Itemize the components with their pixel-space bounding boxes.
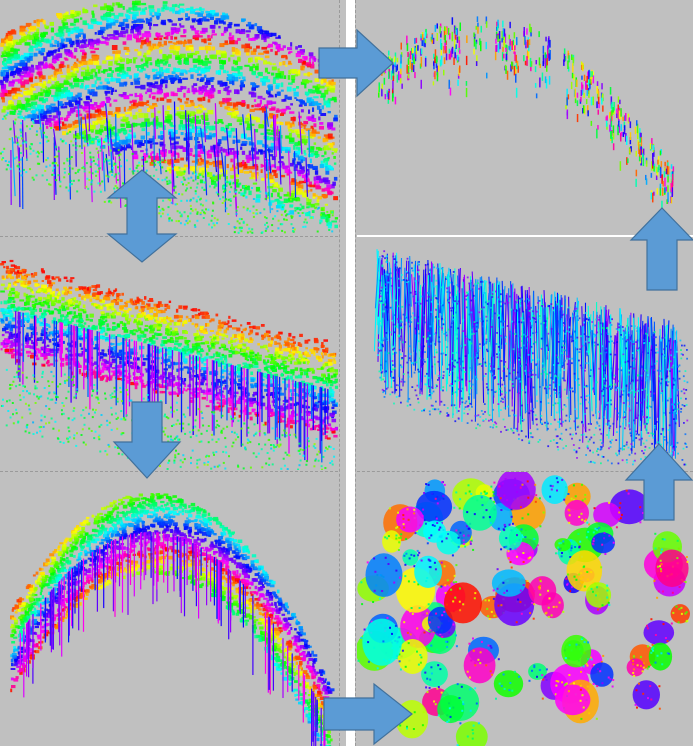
point-cloud-panel-middle-left	[0, 237, 338, 470]
point-cloud-normalized-image	[10, 493, 335, 746]
point-cloud-panel-bottom-left	[0, 472, 338, 746]
vertical-dashed-line-left	[339, 0, 340, 746]
double-arrow-vertical	[106, 169, 178, 263]
horizontal-separator-right	[357, 235, 693, 237]
arrow-up-lower	[624, 443, 693, 521]
stems-sparse-image	[378, 16, 675, 209]
vertical-separator	[346, 0, 355, 746]
stems-dense-image	[373, 249, 689, 467]
arrow-down	[112, 401, 182, 479]
arrow-down-shape	[112, 401, 182, 479]
point-cloud-panel-top-right	[357, 0, 693, 235]
arrow-up-upper	[629, 207, 693, 291]
arrow-right-top-shape	[318, 28, 394, 98]
arrow-up-upper-shape	[629, 207, 693, 291]
arrow-right-bottom	[323, 682, 413, 746]
horizontal-dashed-line-left-2	[0, 471, 338, 472]
point-cloud-panel-middle-right	[357, 237, 693, 470]
arrow-right-bottom-shape	[323, 682, 413, 746]
point-cloud-full-image	[0, 0, 338, 234]
tree-crowns-segmented-image	[357, 472, 690, 746]
double-arrow-vertical-shape	[106, 169, 178, 263]
arrow-up-lower-shape	[624, 443, 693, 521]
arrow-right-top	[318, 28, 394, 98]
point-cloud-ground-removed-image	[0, 259, 338, 470]
point-cloud-panel-top-left	[0, 0, 338, 235]
horizontal-dashed-line-right-2	[357, 471, 693, 472]
point-cloud-panel-bottom-right	[357, 472, 693, 746]
vertical-dashed-line-right	[355, 0, 356, 746]
